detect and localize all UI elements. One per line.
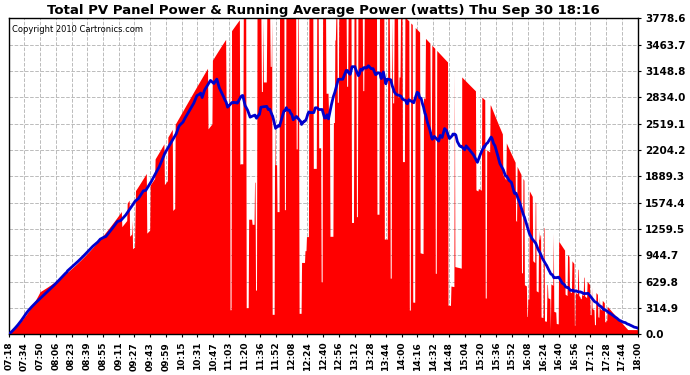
- Text: Copyright 2010 Cartronics.com: Copyright 2010 Cartronics.com: [12, 25, 143, 34]
- Title: Total PV Panel Power & Running Average Power (watts) Thu Sep 30 18:16: Total PV Panel Power & Running Average P…: [47, 4, 600, 17]
